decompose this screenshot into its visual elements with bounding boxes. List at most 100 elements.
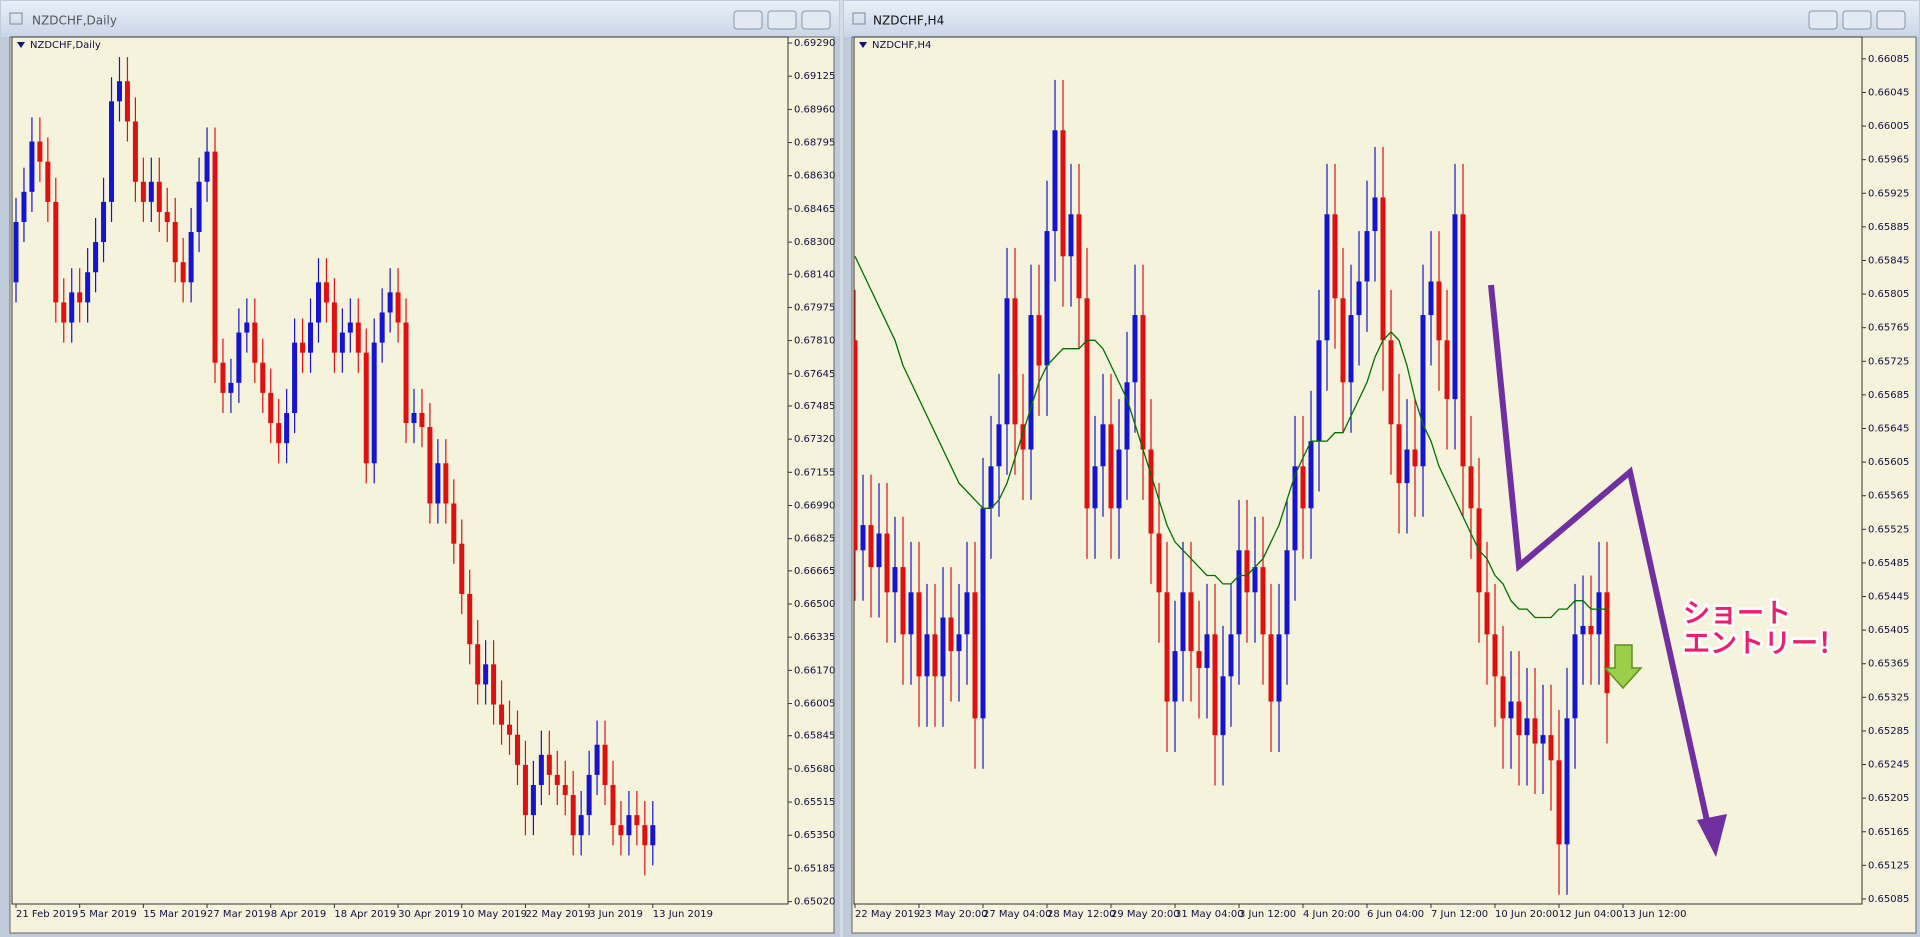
y-tick-label: 0.66170 [794,665,835,676]
candle-body [371,342,377,464]
candle-body [854,340,858,551]
candle-body [1516,701,1522,736]
candle-body [236,332,242,383]
y-tick-label: 0.65645 [1868,423,1909,434]
candle-body [507,724,513,735]
x-tick-label: 15 Mar 2019 [143,909,206,920]
candle-body [37,141,43,162]
y-tick-label: 0.65925 [1868,188,1909,199]
y-tick-label: 0.65245 [1868,760,1909,771]
candle-body [892,567,898,593]
candle-body [435,463,441,504]
plots: 0.69290 0.69125 0.68960 0.68795 0.68630 0.684… [13,38,1909,920]
candle-body [1332,214,1338,299]
minimize-button[interactable] [1808,10,1838,30]
candle-body [363,352,369,464]
candle-body [204,151,210,182]
candle-body [1356,281,1362,316]
candle-body [252,322,258,363]
candle-body [1036,315,1042,366]
candle-body [101,201,107,243]
chart-label: NZDCHF,H4 [872,40,931,51]
zigzag-arrow [1488,284,1712,831]
candle-body [948,617,954,652]
candle-body [1316,340,1322,442]
x-tick-label: 28 May 12:00 [1047,909,1116,920]
candle-body [459,543,465,594]
title-bar [1,1,839,37]
candle-body [972,592,978,719]
candle-body [1108,424,1114,509]
y-tick-label: 0.69290 [794,38,835,49]
chart-area [851,36,1917,934]
candle-body [1348,315,1354,383]
candle-body [411,412,417,424]
candle-body [940,617,946,677]
candle-body [1084,298,1090,509]
moving-average [854,256,1607,619]
candle-body [85,272,91,303]
candle-body [1460,214,1466,467]
plot [13,57,656,876]
y-tick-label: 0.65125 [1868,860,1909,871]
candle-body [109,101,115,202]
y-tick-label: 0.67485 [794,401,835,412]
candle-body [61,302,67,323]
candle-body [467,593,473,645]
y-tick-label: 0.65085 [1868,894,1909,905]
maximize-button[interactable] [1842,10,1872,30]
candle-body [1580,625,1586,635]
candle-body [379,312,385,343]
y-tick-label: 0.68300 [794,237,835,248]
y-tick-label: 0.65965 [1868,155,1909,166]
candle-body [1364,231,1370,282]
x-tick-label: 27 May 04:00 [983,909,1052,920]
y-tick-label: 0.67645 [794,369,835,380]
candle-body [650,825,656,846]
y-tick-label: 0.66045 [1868,87,1909,98]
candle-body [260,362,266,393]
y-tick-label: 0.65805 [1868,289,1909,300]
candle-body [1004,298,1010,425]
candle-body [53,201,59,303]
candle-body [1132,315,1138,383]
candle-body [1012,298,1018,425]
y-tick-label: 0.66005 [794,699,835,710]
candle-body [1596,592,1602,635]
close-button[interactable] [801,10,831,30]
y-tick-label: 0.65020 [794,897,835,908]
candle-body [1148,449,1154,534]
y-tick-label: 0.66500 [794,599,835,610]
maximize-button[interactable] [767,10,797,30]
window-title: NZDCHF,H4 [873,14,944,28]
plot [854,79,1610,895]
y-tick-label: 0.65205 [1868,793,1909,804]
candle-body [1564,718,1570,845]
candle-body [21,191,27,222]
y-tick-label: 0.65680 [794,764,835,775]
candle-body [1172,651,1178,702]
x-tick-label: 5 Mar 2019 [80,909,137,920]
candle-body [900,567,906,635]
candle-body [618,825,624,836]
minimize-button[interactable] [733,10,763,30]
candle-body [268,392,274,424]
chart-area [9,36,835,934]
candle-body [164,211,170,222]
candle-body [292,342,298,413]
candle-body [1180,592,1186,652]
candle-body [1540,735,1546,744]
candle-body [1140,315,1146,450]
window-title: NZDCHF,Daily [32,14,117,28]
candle-body [323,282,329,303]
candle-body [1116,449,1122,509]
candle-body [148,181,154,202]
y-tick-label: 0.68630 [794,171,835,182]
y-tick-label: 0.68465 [794,204,835,215]
close-button[interactable] [1876,10,1906,30]
candle-body [868,525,874,568]
y-tick-label: 0.65185 [794,863,835,874]
candle-body [1428,281,1434,316]
candle-body [530,784,536,816]
candle-body [1444,340,1450,400]
